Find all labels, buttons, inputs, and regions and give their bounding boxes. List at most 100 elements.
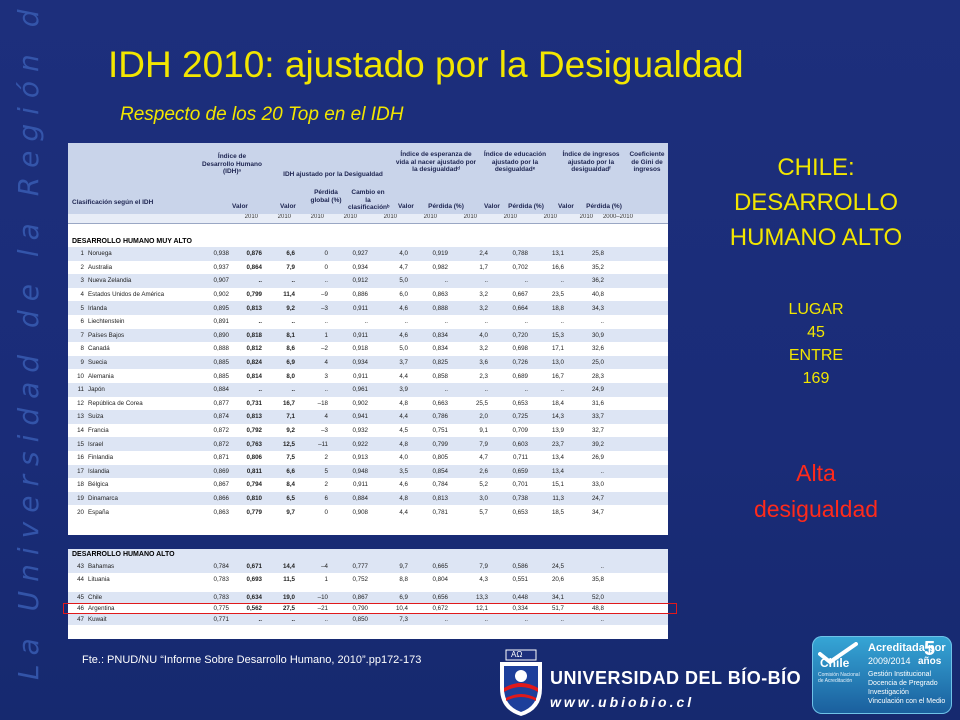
table-cell: Países Bajos — [88, 331, 125, 339]
table-cell: Lituania — [88, 576, 110, 583]
table-cell: 0,813 — [246, 413, 262, 421]
table-cell: 4,7 — [399, 263, 408, 271]
table-cell: 34,3 — [591, 304, 604, 312]
table-cell: 4 — [324, 413, 328, 421]
table-cell: España — [88, 508, 109, 516]
table-cell: 0,937 — [213, 263, 229, 271]
table-cell: 18,8 — [551, 304, 564, 312]
years-row: 2010 2010 2010 2010 2010 2010 2010 2010 … — [68, 214, 668, 223]
table-cell: 0,664 — [512, 304, 528, 312]
chile-heading-line: DESARROLLO — [733, 189, 899, 216]
table-cell: 6,9 — [399, 594, 408, 601]
table-cell: –21 — [317, 605, 328, 612]
table-cell: 0,907 — [213, 277, 229, 285]
table-cell: 0,771 — [213, 616, 229, 623]
accreditation-area: Investigación — [868, 689, 909, 696]
table-cell: 11 — [77, 386, 84, 394]
table-cell: .. — [524, 616, 528, 623]
table-cell: 15 — [77, 440, 84, 448]
table-cell: 16,7 — [551, 372, 564, 380]
table-cell: 5 — [324, 467, 328, 475]
table-cell: 6,9 — [286, 359, 295, 367]
table-cell: Liechtenstein — [88, 318, 125, 326]
rank-note: LUGAR 45 ENTRE 169 — [688, 298, 944, 390]
table-cell: .. — [444, 277, 448, 285]
table-cell: 6,5 — [286, 494, 295, 502]
table-cell: 9,7 — [399, 563, 408, 570]
table-cell: 17,1 — [551, 345, 564, 353]
table-cell: .. — [324, 277, 328, 285]
table-cell: 13,4 — [551, 467, 564, 475]
table-cell: 15,1 — [551, 481, 564, 489]
idh-table-very-high: Clasificación según el IDH Índice de Des… — [68, 143, 668, 535]
table-cell: 1,7 — [479, 263, 488, 271]
table-cell: 8,6 — [286, 345, 295, 353]
chile-heading-line: HUMANO ALTO — [729, 224, 903, 251]
table-cell: 0,922 — [352, 440, 368, 448]
accreditation-area: Docencia de Pregrado — [868, 680, 938, 687]
table-cell: Japón — [88, 386, 105, 394]
table-cell: 6,0 — [399, 291, 408, 299]
table-cell: 0,784 — [432, 481, 448, 489]
table-cell: 0,805 — [432, 454, 448, 462]
table-cell: 0,656 — [432, 594, 448, 601]
table-cell: 13 — [77, 413, 84, 421]
table-cell: 8,4 — [286, 481, 295, 489]
table-cell: 18,4 — [551, 399, 564, 407]
table-cell: 0,874 — [213, 413, 229, 421]
table-cell: 25,8 — [591, 250, 604, 258]
table-cell: 23,5 — [551, 291, 564, 299]
table-cell: 7,5 — [286, 454, 295, 462]
accreditation-title: Acreditada por — [868, 642, 946, 654]
table-cell: 0,890 — [213, 331, 229, 339]
table-cell: 9,1 — [479, 427, 488, 435]
header-perdida: Pérdida (%) — [508, 203, 544, 210]
header-adj: IDH ajustado por la Desigualdad — [283, 171, 383, 178]
table-cell: 6,6 — [286, 250, 295, 258]
rank-line: LUGAR — [788, 301, 844, 318]
table-cell: .. — [291, 277, 295, 285]
table-cell: 0,948 — [352, 467, 368, 475]
table-cell: –11 — [318, 440, 328, 448]
table-cell: Argentina — [88, 605, 115, 612]
table-cell: 2 — [324, 481, 328, 489]
table-cell: 9,2 — [286, 304, 295, 312]
table-cell: 0,912 — [352, 277, 368, 285]
table-row: 46 Argentina 0,775 0,562 27,5 –21 0,790 10,4 0,6… — [68, 603, 668, 614]
table-cell: 0,698 — [512, 345, 528, 353]
table-cell: 0,961 — [352, 386, 368, 394]
table-cell: .. — [324, 386, 328, 394]
university-name: UNIVERSIDAD DEL BÍO-BÍO — [550, 668, 802, 688]
table-cell: 0,825 — [432, 359, 448, 367]
table-cell: 0,810 — [246, 494, 262, 502]
header-idh: Índice de Desarrollo Humano (IDH)ᵃ — [202, 153, 262, 175]
table-cell: 10 — [77, 372, 84, 380]
table-cell: .. — [484, 277, 488, 285]
header-valor: Valor — [558, 203, 574, 210]
table-cell: 14,3 — [551, 413, 564, 421]
table-cell: 0,941 — [352, 413, 368, 421]
year-cell: 2010 — [543, 214, 557, 220]
table-cell: 4,6 — [399, 304, 408, 312]
table-cell: 6,6 — [286, 467, 295, 475]
table-cell: 35,2 — [591, 263, 604, 271]
table-row: 9 Suecia 0,885 0,824 6,9 4 0,934 3,7 0,825 3,6 0,7… — [68, 355, 668, 370]
table-cell: .. — [560, 277, 564, 285]
table-cell: 1 — [80, 250, 84, 258]
table-cell: .. — [600, 616, 604, 623]
table-cell: 0,884 — [352, 494, 368, 502]
table-cell: 7,9 — [479, 440, 488, 448]
accreditation-area: Gestión Institucional — [868, 671, 932, 678]
table-cell: 43 — [77, 563, 84, 570]
table-cell: 4,5 — [399, 427, 408, 435]
table-cell: 1 — [324, 331, 328, 339]
table-row: 6 Liechtenstein 0,891.................... — [68, 315, 668, 329]
rank-line: 45 — [807, 324, 825, 341]
table-cell: 3,2 — [479, 291, 488, 299]
table-cell: 0,864 — [246, 263, 262, 271]
accreditation-badge: Chile Comisión Nacional de Acreditación … — [812, 636, 952, 714]
table-cell: 2 — [324, 454, 328, 462]
table-cell: .. — [600, 563, 604, 570]
table-cell: 46 — [77, 605, 84, 612]
table-row: 2 Australia 0,937 0,864 7,9 0 0,934 4,7 0,982 1,7… — [68, 261, 668, 275]
